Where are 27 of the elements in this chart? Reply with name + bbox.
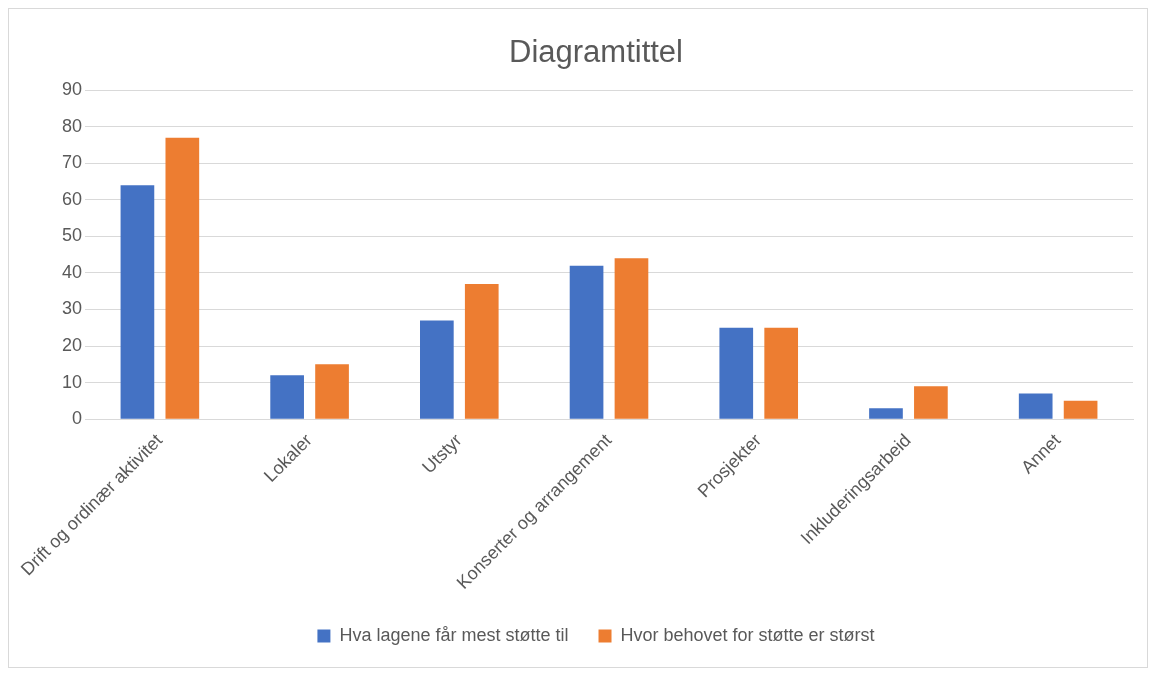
y-tick-label: 40: [61, 261, 83, 282]
legend-label: Hvor behovet for støtte er størst: [620, 624, 875, 645]
y-tick-label: 10: [61, 371, 83, 392]
y-tick-label: 90: [61, 79, 83, 100]
bar: [165, 137, 200, 419]
bar: [869, 408, 903, 419]
y-tick-label: 50: [61, 225, 83, 246]
bar: [1063, 400, 1098, 419]
bar: [270, 375, 304, 419]
bar: [420, 320, 454, 419]
bar: [914, 386, 948, 419]
y-tick-label: 20: [61, 335, 83, 356]
bar: [614, 258, 649, 419]
bar: [1018, 393, 1053, 419]
bar: [120, 185, 155, 419]
y-tick-label: 80: [61, 115, 83, 136]
bar: [315, 364, 349, 419]
bar: [569, 265, 604, 419]
y-tick-label: 60: [61, 188, 83, 209]
legend-label: Hva lagene får mest støtte til: [339, 624, 569, 645]
bar: [764, 327, 799, 419]
y-tick-label: 0: [72, 408, 83, 429]
chart-title: Diagramtittel: [509, 34, 683, 70]
bar: [464, 283, 499, 419]
y-tick-label: 70: [61, 152, 83, 173]
y-tick-label: 30: [61, 298, 83, 319]
bar: [719, 327, 754, 419]
